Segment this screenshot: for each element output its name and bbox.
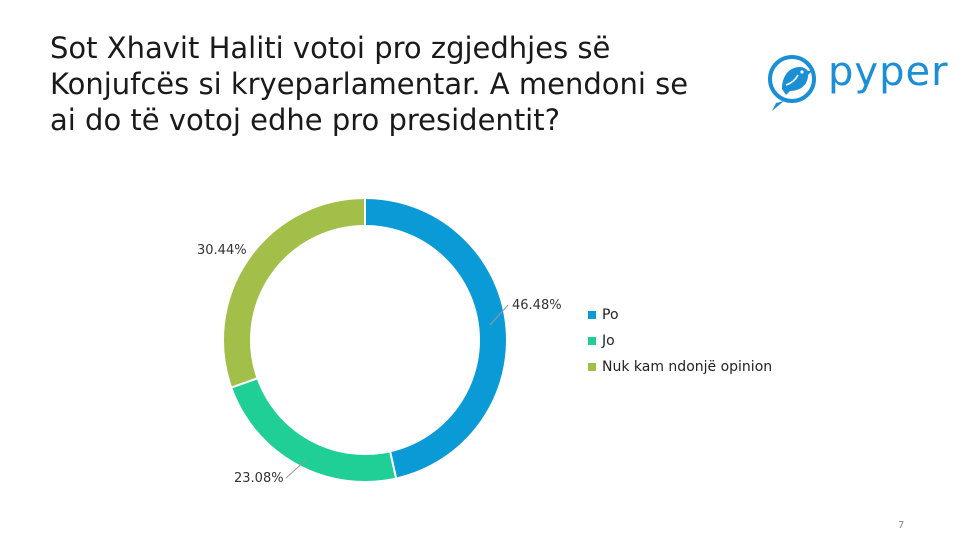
legend-item: Nuk kam ndonjë opinion	[588, 354, 772, 380]
legend-label: Po	[602, 307, 619, 323]
leader-line	[489, 304, 509, 326]
legend-swatch	[588, 363, 596, 371]
data-label: 46.48%	[512, 298, 562, 313]
legend-swatch	[588, 337, 596, 345]
legend-swatch	[588, 311, 596, 319]
page-number: 7	[898, 520, 905, 531]
legend-label: Jo	[602, 333, 615, 349]
logo-text: pyper	[828, 49, 949, 95]
chart-legend: Po Jo Nuk kam ndonjë opinion	[588, 302, 772, 380]
data-label: 30.44%	[197, 243, 247, 258]
bird-icon	[768, 55, 816, 111]
pyper-logo: pyper	[764, 45, 964, 115]
slice-nuk-kam-ndonj-opinion	[222, 196, 366, 389]
legend-item: Po	[588, 302, 772, 328]
slice-jo	[229, 376, 398, 483]
data-label: 23.08%	[234, 471, 284, 486]
slide-title: Sot Xhavit Haliti votoi pro zgjedhjes së…	[50, 31, 689, 137]
slice-po	[364, 196, 508, 480]
legend-label: Nuk kam ndonjë opinion	[602, 359, 773, 375]
legend-item: Jo	[588, 328, 772, 354]
leader-line	[285, 459, 307, 479]
